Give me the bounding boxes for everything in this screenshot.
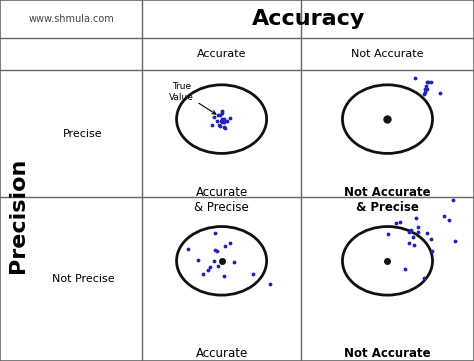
Text: Accurate
& Precise: Accurate & Precise xyxy=(194,186,249,214)
Text: True
Value: True Value xyxy=(169,82,216,114)
Text: Not Accurate
& Not Precise: Not Accurate & Not Precise xyxy=(342,347,433,361)
Text: Not Accurate: Not Accurate xyxy=(351,49,424,59)
Text: Accurate: Accurate xyxy=(197,49,246,59)
Text: Accurate
& Not Precise: Accurate & Not Precise xyxy=(182,347,261,361)
Text: Accuracy: Accuracy xyxy=(251,9,365,29)
Text: Not Precise: Not Precise xyxy=(52,274,114,284)
Text: Not Accurate
& Precise: Not Accurate & Precise xyxy=(344,186,431,214)
Text: Precision: Precision xyxy=(8,158,28,273)
Text: www.shmula.com: www.shmula.com xyxy=(28,14,114,24)
Text: Precise: Precise xyxy=(63,129,103,139)
